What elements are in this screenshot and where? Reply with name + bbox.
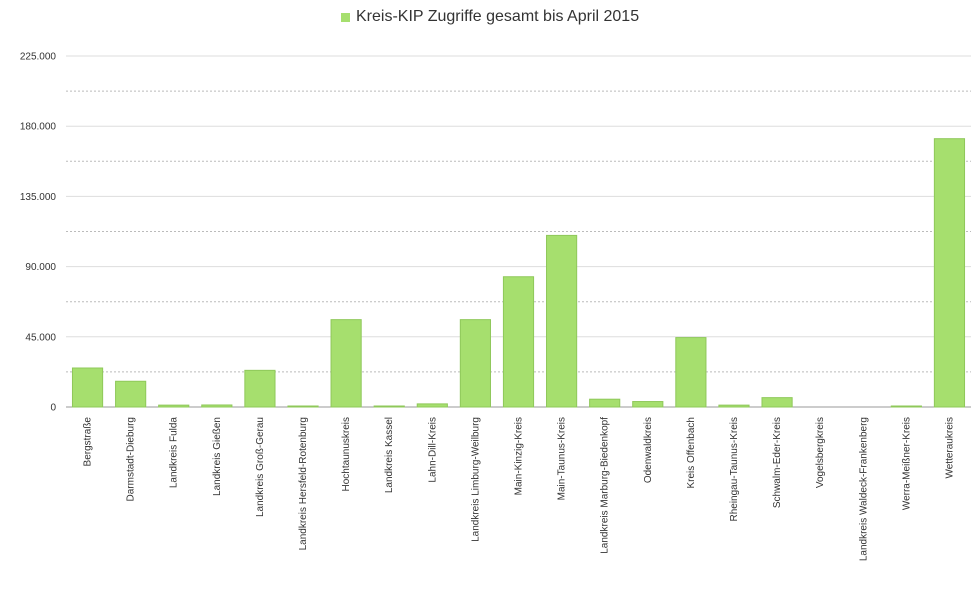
y-tick-label: 180.000 — [20, 122, 57, 133]
y-tick-label: 225.000 — [20, 52, 57, 63]
bar — [158, 404, 190, 408]
bar — [201, 404, 233, 408]
bar — [718, 404, 750, 408]
x-tick-label: Landkreis Gießen — [212, 417, 223, 496]
bar — [373, 405, 405, 408]
x-tick-label: Schwalm-Eder-Kreis — [772, 417, 783, 508]
legend-label: Kreis-KIP Zugriffe gesamt bis April 2015 — [356, 8, 640, 25]
x-tick-label: Landkreis Hersfeld-Rotenburg — [298, 417, 309, 550]
y-tick-label: 90.000 — [25, 262, 56, 273]
legend-swatch — [341, 12, 350, 22]
x-tick-label: Wetteraukreis — [944, 417, 955, 479]
x-tick-label: Landkreis Kassel — [384, 417, 395, 493]
x-tick-label: Rheingau-Taunus-Kreis — [729, 417, 740, 522]
bar — [416, 403, 448, 408]
x-tick-label: Landkreis Limburg-Weilburg — [470, 417, 481, 542]
bar — [890, 405, 922, 408]
bar — [115, 380, 147, 408]
x-tick-label: Main-Taunus-Kreis — [557, 417, 568, 500]
x-tick-label: Landkreis Marburg-Biedenkopf — [600, 417, 611, 554]
y-tick-label: 45.000 — [25, 332, 56, 343]
x-tick-label: Werra-Meißner-Kreis — [901, 417, 912, 510]
x-tick-label: Vogelsbergkreis — [815, 417, 826, 488]
y-tick-label: 0 — [50, 403, 56, 414]
bar — [459, 319, 491, 408]
bar — [546, 234, 578, 408]
bar — [330, 319, 362, 408]
x-tick-label: Landkreis Groß-Gerau — [255, 417, 266, 517]
bar — [675, 337, 707, 408]
x-tick-label: Landkreis Waldeck-Frankenberg — [858, 417, 869, 561]
x-tick-label: Darmstadt-Dieburg — [126, 417, 137, 501]
x-tick-label: Bergstraße — [83, 417, 94, 467]
bar — [287, 405, 319, 408]
bar — [632, 401, 664, 408]
x-tick-label: Hochtaunuskreis — [341, 417, 352, 491]
y-tick-label: 135.000 — [20, 192, 57, 203]
legend: Kreis-KIP Zugriffe gesamt bis April 2015 — [341, 8, 639, 26]
bar — [933, 138, 966, 408]
x-tick-label: Lahn-Dill-Kreis — [427, 417, 438, 483]
x-tick-label: Landkreis Fulda — [169, 417, 180, 489]
x-tick-label: Main-Kinzig-Kreis — [514, 417, 525, 495]
bar — [502, 276, 535, 408]
x-tick-label: Kreis Offenbach — [686, 417, 697, 489]
x-tick-label: Odenwaldkreis — [643, 417, 654, 483]
bar — [244, 369, 276, 408]
bar — [71, 367, 104, 408]
bar — [761, 397, 793, 408]
bar — [589, 398, 621, 408]
